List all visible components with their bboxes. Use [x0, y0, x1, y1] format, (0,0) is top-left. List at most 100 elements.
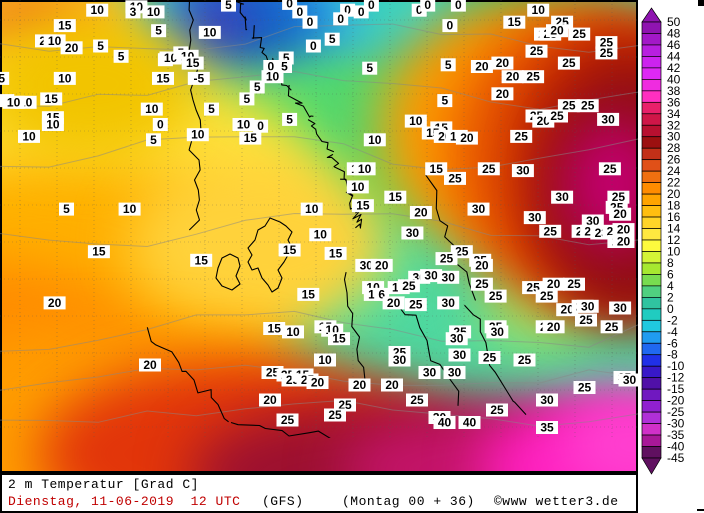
svg-text:25: 25 [550, 109, 564, 123]
svg-text:15: 15 [268, 322, 282, 336]
svg-text:30: 30 [601, 112, 615, 126]
svg-text:0: 0 [455, 0, 462, 12]
svg-text:10: 10 [266, 70, 280, 84]
svg-text:25: 25 [410, 393, 424, 407]
svg-text:30: 30 [528, 211, 542, 225]
svg-text:15: 15 [329, 246, 343, 260]
svg-text:25: 25 [578, 381, 592, 395]
svg-text:10: 10 [123, 202, 137, 216]
svg-text:25: 25 [540, 289, 554, 303]
svg-text:25: 25 [603, 162, 617, 176]
svg-text:5: 5 [254, 80, 261, 94]
svg-text:0: 0 [368, 0, 375, 12]
svg-text:30: 30 [581, 299, 595, 313]
svg-text:10: 10 [305, 202, 319, 216]
svg-text:30: 30 [442, 270, 456, 284]
svg-text:15: 15 [186, 56, 200, 70]
svg-text:30: 30 [442, 296, 456, 310]
svg-text:3: 3 [130, 5, 137, 19]
svg-text:20: 20 [65, 41, 79, 55]
svg-text:10: 10 [368, 133, 382, 147]
svg-text:15: 15 [508, 15, 522, 29]
svg-text:30: 30 [613, 301, 627, 315]
svg-text:25: 25 [402, 279, 416, 293]
svg-text:15: 15 [58, 19, 72, 33]
svg-text:25: 25 [490, 403, 504, 417]
svg-text:5: 5 [225, 0, 232, 12]
svg-text:0: 0 [310, 39, 317, 53]
svg-text:20: 20 [385, 378, 399, 392]
svg-text:10: 10 [314, 228, 328, 242]
svg-text:5: 5 [286, 112, 293, 126]
svg-text:5: 5 [97, 39, 104, 53]
svg-text:15: 15 [45, 92, 59, 106]
svg-text:25: 25 [515, 129, 529, 143]
svg-text:25: 25 [567, 277, 581, 291]
svg-text:10: 10 [237, 118, 251, 132]
svg-text:10: 10 [22, 129, 36, 143]
svg-text:5: 5 [244, 92, 251, 106]
svg-text:10: 10 [91, 3, 105, 17]
svg-text:10: 10 [286, 325, 300, 339]
svg-text:15: 15 [283, 243, 297, 257]
svg-text:10: 10 [409, 114, 423, 128]
svg-text:5: 5 [118, 49, 125, 63]
svg-text:5: 5 [329, 32, 336, 46]
svg-text:-45: -45 [667, 451, 685, 465]
svg-text:30: 30 [393, 353, 407, 367]
svg-text:30: 30 [450, 332, 464, 346]
svg-text:15: 15 [430, 162, 444, 176]
svg-text:5: 5 [155, 24, 162, 38]
svg-text:20: 20 [506, 70, 520, 84]
svg-text:10: 10 [147, 5, 161, 19]
svg-text:15: 15 [356, 199, 370, 213]
svg-text:30: 30 [540, 393, 554, 407]
svg-text:20: 20 [460, 131, 474, 145]
svg-text:5: 5 [0, 71, 5, 85]
svg-text:20: 20 [475, 60, 489, 74]
svg-text:5: 5 [63, 202, 70, 216]
svg-text:25: 25 [530, 44, 544, 58]
svg-text:5: 5 [208, 102, 215, 116]
svg-text:25: 25 [562, 56, 576, 70]
svg-text:20: 20 [375, 258, 389, 272]
svg-text:25: 25 [281, 413, 295, 427]
svg-text:25: 25 [605, 320, 619, 334]
svg-text:0: 0 [157, 118, 164, 132]
svg-text:25: 25 [482, 162, 496, 176]
svg-text:10: 10 [191, 128, 205, 142]
svg-text:30: 30 [491, 325, 505, 339]
svg-text:0: 0 [286, 0, 293, 10]
svg-text:20: 20 [143, 358, 157, 372]
svg-text:25: 25 [518, 353, 532, 367]
svg-text:25: 25 [440, 252, 454, 266]
svg-text:20: 20 [496, 56, 510, 70]
svg-text:20: 20 [263, 393, 277, 407]
svg-text:5: 5 [441, 94, 448, 108]
svg-text:30: 30 [453, 348, 467, 362]
svg-text:0: 0 [296, 5, 303, 19]
svg-text:20: 20 [353, 378, 367, 392]
svg-text:10: 10 [46, 118, 60, 132]
svg-text:25: 25 [448, 171, 462, 185]
svg-text:-5: -5 [193, 71, 204, 85]
svg-text:10: 10 [7, 95, 21, 109]
svg-text:5: 5 [445, 58, 452, 72]
svg-text:30: 30 [516, 164, 530, 178]
svg-text:20: 20 [311, 376, 325, 390]
svg-text:5: 5 [150, 133, 157, 147]
svg-text:25: 25 [581, 99, 595, 113]
svg-text:30: 30 [555, 190, 569, 204]
svg-text:20: 20 [496, 87, 510, 101]
svg-text:25: 25 [409, 298, 423, 312]
svg-text:10: 10 [358, 162, 372, 176]
svg-text:20: 20 [387, 296, 401, 310]
svg-text:20: 20 [550, 24, 564, 38]
svg-text:5: 5 [366, 61, 373, 75]
svg-text:15: 15 [156, 71, 170, 85]
svg-text:25: 25 [483, 351, 497, 365]
svg-text:0: 0 [358, 5, 365, 19]
svg-text:10: 10 [58, 71, 72, 85]
svg-text:0: 0 [424, 0, 431, 12]
svg-text:20: 20 [613, 207, 627, 221]
